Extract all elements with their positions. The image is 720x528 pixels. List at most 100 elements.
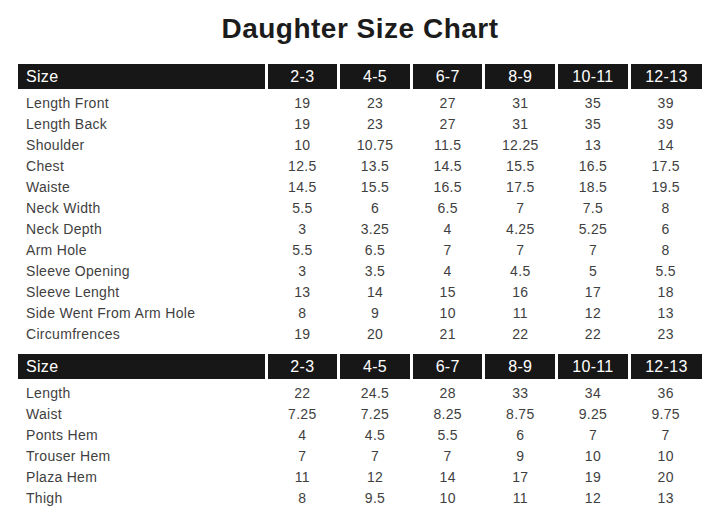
measurement-value: 14 [411,467,484,488]
measurement-value: 14.5 [411,156,484,177]
measurement-value: 12.5 [266,156,339,177]
size-column-header: 10-11 [557,64,630,89]
measurement-value: 6.5 [411,198,484,219]
size-tables-container: Size2-34-56-78-910-1112-13Length Front19… [18,64,702,509]
measurement-value: 8 [266,488,339,509]
measurement-value: 35 [557,89,630,114]
measurement-value: 14.5 [266,177,339,198]
measurement-value: 13 [629,488,702,509]
table-row: Chest12.513.514.515.516.517.5 [18,156,702,177]
measurement-value: 10 [266,135,339,156]
measurement-value: 6 [629,219,702,240]
measurement-value: 5 [557,261,630,282]
table-row: Ponts Hem44.55.5677 [18,425,702,446]
measurement-value: 7 [557,425,630,446]
measurement-value: 22 [484,324,557,345]
measurement-label: Waist [18,404,266,425]
measurement-value: 5.5 [411,425,484,446]
measurement-value: 15 [411,282,484,303]
header-row: Size2-34-56-78-910-1112-13 [18,64,702,89]
measurement-value: 11 [484,303,557,324]
table-row: Neck Depth33.2544.255.256 [18,219,702,240]
measurement-value: 36 [629,379,702,404]
measurement-value: 8 [266,303,339,324]
measurement-value: 11.5 [411,135,484,156]
measurement-value: 14 [629,135,702,156]
measurement-label: Trouser Hem [18,446,266,467]
measurement-value: 7 [411,446,484,467]
table-row: Length2224.528333436 [18,379,702,404]
measurement-value: 23 [339,114,412,135]
measurement-value: 7.25 [266,404,339,425]
measurement-label: Waiste [18,177,266,198]
measurement-value: 27 [411,114,484,135]
measurement-label: Length Front [18,89,266,114]
measurement-value: 7 [557,240,630,261]
measurement-value: 24.5 [339,379,412,404]
size-column-header: 4-5 [339,64,412,89]
measurement-value: 31 [484,89,557,114]
measurement-value: 19 [557,467,630,488]
measurement-value: 7 [411,240,484,261]
measurement-value: 13 [629,303,702,324]
measurement-value: 7 [484,240,557,261]
measurement-value: 11 [266,467,339,488]
header-row: Size2-34-56-78-910-1112-13 [18,354,702,379]
measurement-value: 7 [266,446,339,467]
measurement-value: 13 [557,135,630,156]
measurement-value: 6.5 [339,240,412,261]
measurement-label: Shoulder [18,135,266,156]
shirt-size-table: Size2-34-56-78-910-1112-13Length Front 19… [18,64,702,345]
measurement-value: 17.5 [484,177,557,198]
measurement-value: 14 [339,282,412,303]
measurement-value: 17 [484,467,557,488]
table-row: Thigh89.510111213 [18,488,702,509]
table-row: Sleeve Lenght131415161718 [18,282,702,303]
measurement-value: 8 [629,240,702,261]
table-row: Sleeve Opening33.544.555.5 [18,261,702,282]
measurement-value: 9.25 [557,404,630,425]
size-column-header: 8-9 [484,64,557,89]
measurement-value: 28 [411,379,484,404]
measurement-value: 8.75 [484,404,557,425]
measurement-value: 31 [484,114,557,135]
measurement-value: 17 [557,282,630,303]
measurement-value: 10.75 [339,135,412,156]
measurement-value: 18.5 [557,177,630,198]
measurement-value: 34 [557,379,630,404]
measurement-value: 9 [339,303,412,324]
measurement-value: 3.25 [339,219,412,240]
measurement-value: 19 [266,324,339,345]
measurement-value: 39 [629,89,702,114]
measurement-value: 13 [266,282,339,303]
measurement-value: 7.5 [557,198,630,219]
measurement-value: 3.5 [339,261,412,282]
size-chart-document: Daughter Size Chart Size2-34-56-78-910-1… [0,13,720,509]
measurement-value: 3 [266,219,339,240]
measurement-value: 18 [629,282,702,303]
measurement-label: Arm Hole [18,240,266,261]
table-row: Waiste14.515.516.517.518.519.5 [18,177,702,198]
measurement-value: 10 [411,303,484,324]
measurement-label: Ponts Hem [18,425,266,446]
table-row: Shoulder1010.7511.512.251314 [18,135,702,156]
measurement-value: 5.5 [266,240,339,261]
measurement-value: 16.5 [411,177,484,198]
measurement-value: 10 [411,488,484,509]
measurement-value: 8.25 [411,404,484,425]
measurement-value: 23 [629,324,702,345]
measurement-value: 11 [484,488,557,509]
measurement-value: 15.5 [484,156,557,177]
measurement-value: 27 [411,89,484,114]
measurement-value: 7 [339,446,412,467]
table-row: Length Back192327313539 [18,114,702,135]
table-row: Trouser Hem77791010 [18,446,702,467]
measurement-value: 17.5 [629,156,702,177]
measurement-label: Length Back [18,114,266,135]
table-row: Waist7.257.258.258.759.259.75 [18,404,702,425]
page-title: Daughter Size Chart [0,13,720,45]
table-row: Arm Hole5.56.57778 [18,240,702,261]
measurement-label: Sleeve Lenght [18,282,266,303]
measurement-value: 12 [339,467,412,488]
measurement-value: 39 [629,114,702,135]
